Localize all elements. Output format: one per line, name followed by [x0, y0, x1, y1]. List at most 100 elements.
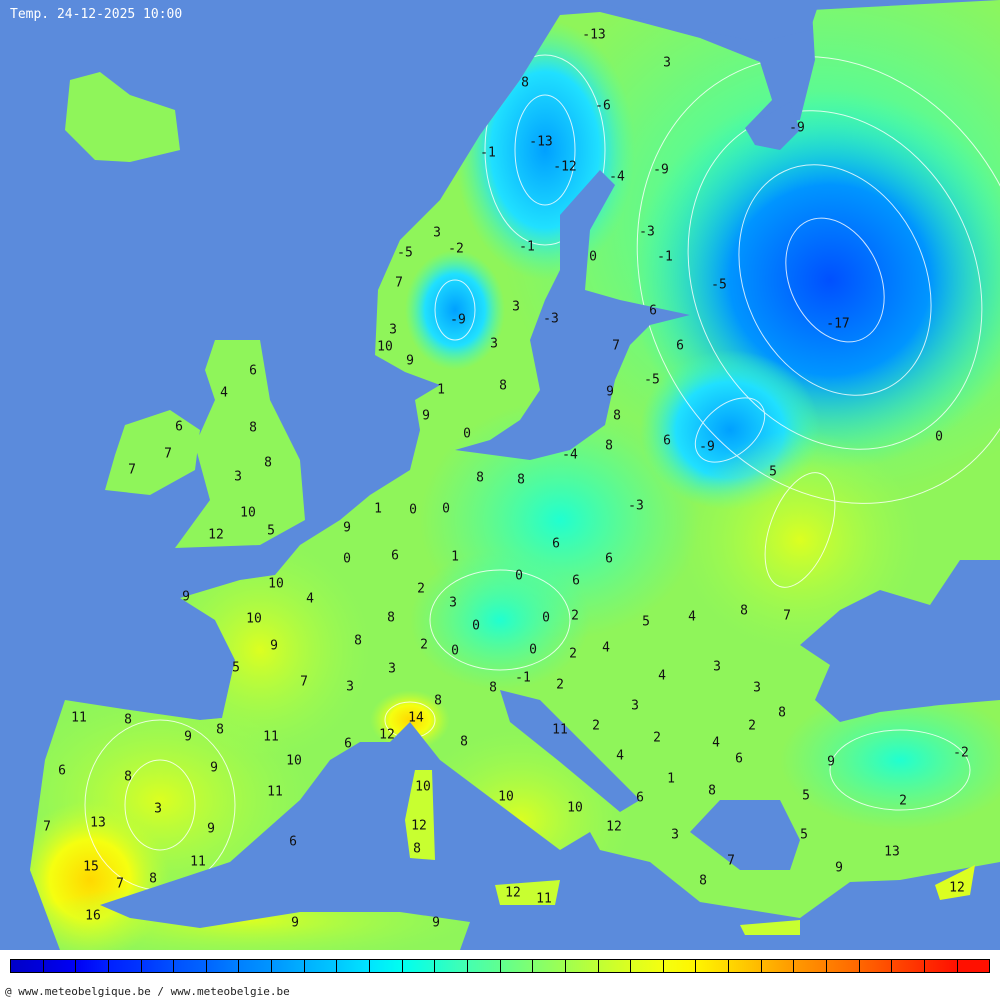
temperature-label: 3: [449, 595, 457, 611]
temperature-label: 11: [190, 854, 206, 870]
temperature-label: 3: [433, 225, 441, 241]
temperature-label: 1: [667, 771, 675, 787]
temperature-label: 2: [899, 793, 907, 809]
legend-swatch: [565, 960, 599, 972]
temperature-label: -2: [953, 745, 969, 761]
temperature-label: 3: [713, 659, 721, 675]
temperature-label: 10: [240, 505, 256, 521]
temperature-label: 3: [512, 299, 520, 315]
temperature-label: 8: [476, 470, 484, 486]
legend-swatch: [108, 960, 142, 972]
temperature-label: -5: [711, 277, 727, 293]
temperature-label: 8: [149, 871, 157, 887]
temperature-label: -13: [582, 27, 606, 43]
temperature-label: 1: [374, 501, 382, 517]
temperature-label: 2: [571, 608, 579, 624]
temperature-label: 7: [164, 446, 172, 462]
temperature-label: 0: [451, 643, 459, 659]
temperature-label: 9: [432, 915, 440, 931]
temperature-label: 6: [676, 338, 684, 354]
temperature-label: 9: [207, 821, 215, 837]
temperature-label: 7: [783, 608, 791, 624]
temperature-label: 9: [270, 638, 278, 654]
temperature-label: 10: [246, 611, 262, 627]
legend-swatch: [43, 960, 77, 972]
temperature-label: -9: [450, 312, 466, 328]
temperature-label: 2: [653, 730, 661, 746]
temperature-label: 6: [735, 751, 743, 767]
temperature-label: 4: [712, 735, 720, 751]
temperature-label: -1: [519, 239, 535, 255]
islands: [405, 770, 975, 935]
temperature-label: 12: [411, 818, 427, 834]
temperature-label: 13: [90, 815, 106, 831]
legend-swatch: [598, 960, 632, 972]
temperature-label: -5: [397, 245, 413, 261]
temperature-label: 8: [605, 438, 613, 454]
legend-swatch: [272, 960, 305, 972]
legend-swatch: [500, 960, 534, 972]
legend-swatch: [11, 960, 44, 972]
temperature-label: 0: [529, 642, 537, 658]
temperature-label: 6: [249, 363, 257, 379]
legend-swatch: [663, 960, 697, 972]
temperature-label: 10: [268, 576, 284, 592]
legend-swatch: [337, 960, 371, 972]
temperature-label: 5: [267, 523, 275, 539]
temperature-label: -1: [515, 670, 531, 686]
legend-swatch: [761, 960, 795, 972]
temperature-label: 4: [616, 748, 624, 764]
seas: [100, 0, 1000, 950]
temperature-label: 3: [753, 680, 761, 696]
temperature-map: Temp. 24-12-2025 10:00 -13 3 8 -6 -9 -13 -1 -12…: [0, 0, 1000, 950]
temperature-label: 4: [688, 609, 696, 625]
temperature-label: 0: [472, 618, 480, 634]
temperature-label: 8: [708, 783, 716, 799]
temperature-label: 0: [442, 501, 450, 517]
temperature-label: 3: [346, 679, 354, 695]
temperature-label: 8: [489, 680, 497, 696]
temperature-label: 3: [388, 661, 396, 677]
temperature-label: 7: [128, 462, 136, 478]
temperature-label: 12: [379, 727, 395, 743]
temperature-label: 8: [778, 705, 786, 721]
temperature-label: 2: [417, 581, 425, 597]
temperature-label: 8: [124, 769, 132, 785]
temperature-label: 9: [291, 915, 299, 931]
temperature-label: 10: [567, 800, 583, 816]
legend-swatch: [435, 960, 468, 972]
temperature-label: 4: [602, 640, 610, 656]
temperature-label: 12: [208, 527, 224, 543]
temperature-label: 11: [71, 710, 87, 726]
temperature-label: -2: [448, 241, 464, 257]
temperature-label: 6: [552, 536, 560, 552]
temperature-label: -12: [553, 159, 577, 175]
legend-swatch: [696, 960, 730, 972]
temperature-label: -3: [628, 498, 644, 514]
legend-swatch: [859, 960, 893, 972]
legend-swatch: [729, 960, 762, 972]
temperature-label: 2: [592, 718, 600, 734]
temperature-label: 10: [377, 339, 393, 355]
temperature-label: 6: [649, 303, 657, 319]
temperature-label: 7: [727, 853, 735, 869]
temperature-label: 8: [517, 472, 525, 488]
legend-swatch: [141, 960, 175, 972]
temperature-label: 3: [490, 336, 498, 352]
legend-swatch: [924, 960, 958, 972]
temperature-label: 0: [463, 426, 471, 442]
temperature-label: 11: [536, 891, 552, 907]
temperature-label: 12: [505, 885, 521, 901]
temperature-label: 5: [232, 660, 240, 676]
legend-swatch: [794, 960, 828, 972]
temperature-label: -3: [543, 311, 559, 327]
temperature-label: 0: [589, 249, 597, 265]
legend-swatch: [467, 960, 501, 972]
temperature-label: 7: [300, 674, 308, 690]
temperature-label: 12: [606, 819, 622, 835]
temperature-label: 7: [395, 275, 403, 291]
temperature-label: 11: [552, 722, 568, 738]
temperature-label: 8: [521, 75, 529, 91]
temperature-label: 1: [437, 382, 445, 398]
color-scale-legend: [10, 959, 990, 973]
